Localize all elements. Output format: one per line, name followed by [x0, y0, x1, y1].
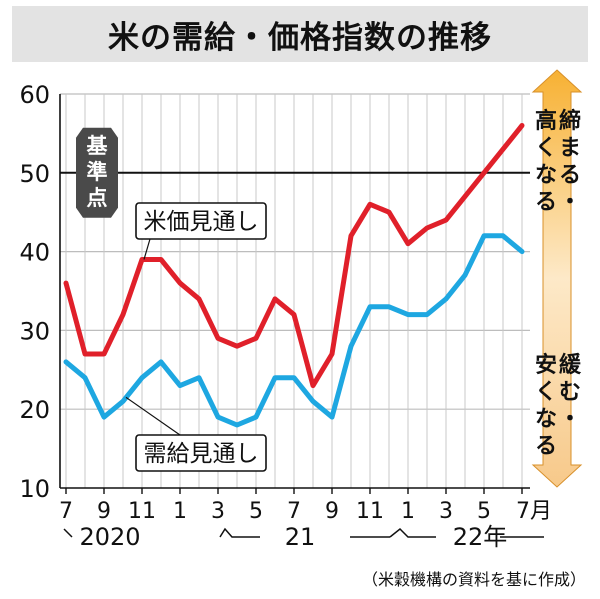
- year-bracket-2022-start: [389, 527, 436, 538]
- annotation-bottom-col2: く: [535, 380, 557, 405]
- x-tick-label: 3: [211, 499, 225, 524]
- baseline-label-char: 点: [87, 186, 108, 210]
- annotation-bottom-col1: む: [559, 380, 581, 405]
- series-leader-line: [143, 238, 151, 260]
- x-tick-label: 1: [173, 499, 187, 524]
- annotation-bottom-col2: 安: [535, 352, 557, 378]
- annotation-bottom-col2: な: [535, 407, 557, 432]
- year-bracket-start: [63, 528, 73, 538]
- series-label: 需給見通し: [144, 441, 259, 467]
- series-lines: [63, 123, 525, 428]
- x-tick-label: 1: [401, 499, 415, 524]
- x-tick-label: 11: [128, 499, 156, 524]
- x-tick-label: 9: [325, 499, 339, 524]
- source-note: （米穀機構の資料を基に作成）: [361, 570, 586, 589]
- x-tick-label: 7月: [516, 499, 552, 524]
- x-tick-label: 7: [287, 499, 301, 524]
- series-label: 米価見通し: [144, 209, 259, 235]
- annotation-top-col2: く: [535, 136, 557, 161]
- x-tick-label: 9: [97, 499, 111, 524]
- annotation-top-col1: 締: [559, 108, 581, 134]
- annotation-bottom-col1: 緩: [559, 352, 582, 378]
- y-tick-label: 10: [19, 475, 50, 503]
- baseline-label-char: 基: [87, 134, 109, 158]
- series-label-box: [135, 202, 267, 240]
- x-tick-label: 5: [477, 499, 491, 524]
- y-tick-label: 60: [19, 81, 50, 109]
- x-tick-label: 5: [249, 499, 263, 524]
- y-tick-label: 50: [19, 160, 50, 188]
- series-leader-line: [125, 396, 181, 436]
- year-label: 21: [285, 523, 316, 551]
- year-label: 2020: [79, 523, 140, 551]
- annotation-bottom-col2: る: [535, 434, 557, 459]
- scale-arrow-shape: [531, 69, 583, 488]
- chart-title: 米の需給・価格指数の推移: [108, 19, 492, 56]
- year-label: 22年: [453, 523, 508, 551]
- annotation-top-col1: ・: [559, 190, 581, 215]
- annotation-top-col2: る: [535, 190, 557, 215]
- y-tick-label: 30: [19, 317, 50, 345]
- baseline-label-char: 準: [87, 160, 108, 184]
- baseline-badge: [76, 127, 118, 218]
- y-tick-label: 20: [19, 396, 50, 424]
- title-bar: 米の需給・価格指数の推移: [12, 6, 588, 62]
- baseline-group: 基準点: [60, 127, 530, 218]
- y-tick-label: 40: [19, 239, 50, 267]
- x-tick-label: 3: [439, 499, 453, 524]
- annotation-top-col1: る: [559, 163, 581, 188]
- annotation-top-col2: な: [535, 163, 557, 188]
- x-tick-label: 7: [59, 499, 73, 524]
- annotation-top-col2: 高: [535, 108, 557, 134]
- x-tick-label: 11: [356, 499, 384, 524]
- series-label-box: [135, 434, 267, 472]
- annotation-top-col1: ま: [559, 136, 581, 161]
- annotation-bottom-col1: ・: [559, 407, 581, 432]
- year-bracket-2021-start: [219, 527, 260, 538]
